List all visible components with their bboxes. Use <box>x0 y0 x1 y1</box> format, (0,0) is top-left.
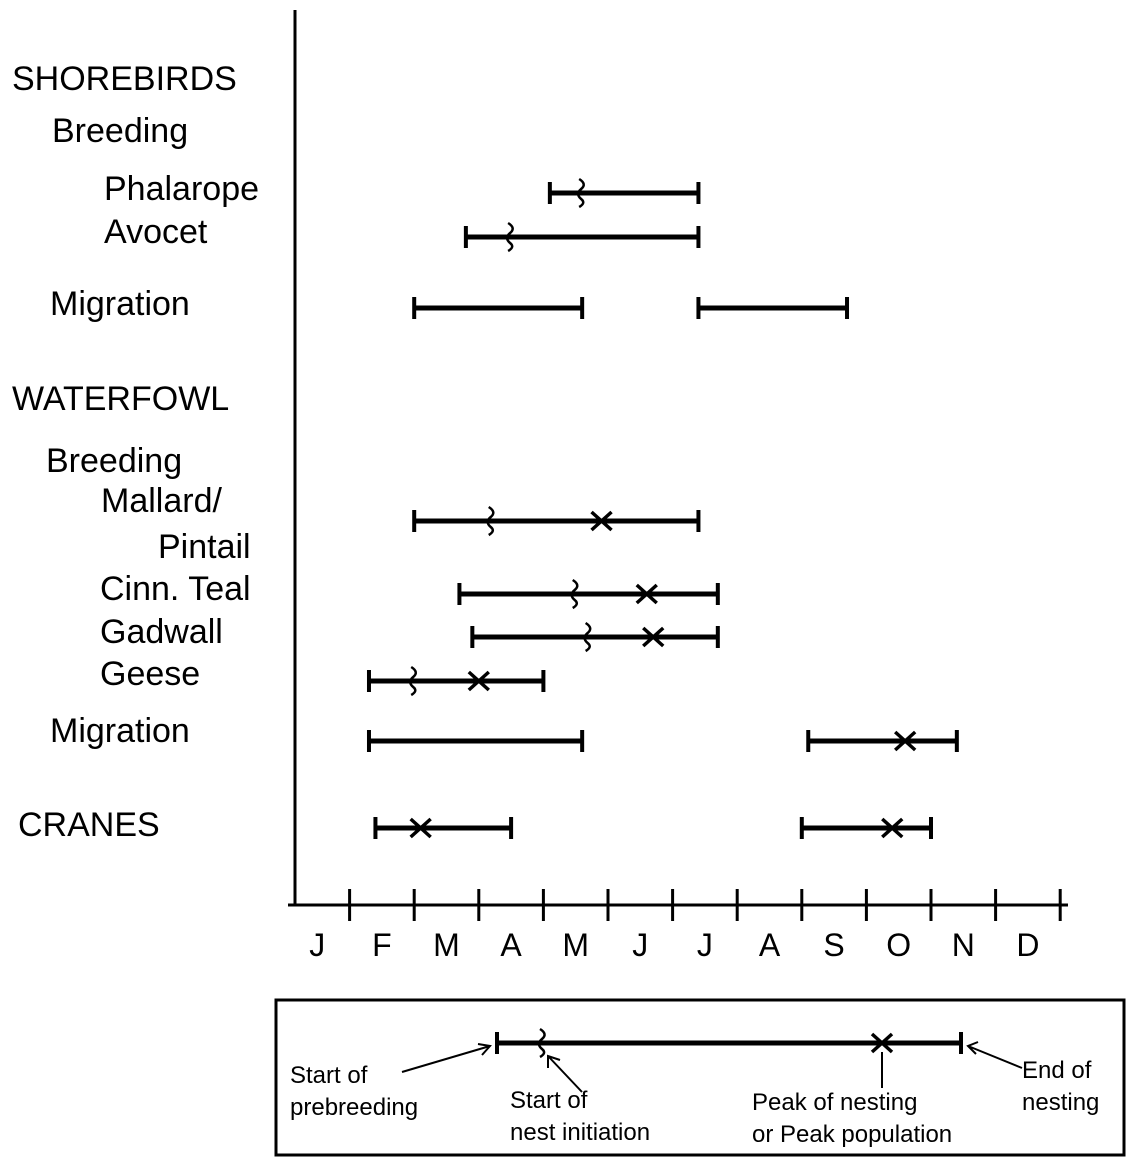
x-tick-label: A <box>759 927 781 963</box>
row-label: Breeding <box>52 112 188 150</box>
legend-label: nest initiation <box>510 1119 650 1146</box>
x-tick-label: D <box>1016 927 1039 963</box>
nest-initiation <box>576 177 585 209</box>
row-label: Avocet <box>104 213 208 251</box>
legend-label: or Peak population <box>752 1121 952 1148</box>
legend-label: Peak of nesting <box>752 1089 917 1116</box>
nest-initiation <box>486 505 495 537</box>
row-label: Cinn. Teal <box>100 570 251 608</box>
row-label: Gadwall <box>100 613 223 651</box>
peak <box>467 670 490 692</box>
x-tick-label: M <box>433 927 460 963</box>
peak <box>635 583 658 605</box>
row-label: Geese <box>100 655 200 693</box>
legend-label: End of <box>1022 1057 1092 1084</box>
row-label: Breeding <box>46 442 182 480</box>
x-tick-label: O <box>886 927 911 963</box>
peak <box>642 626 665 648</box>
x-tick-label: J <box>632 927 648 963</box>
legend-label: Start of <box>290 1062 368 1089</box>
legend-label: prebreeding <box>290 1094 418 1121</box>
row-label: CRANES <box>18 806 160 844</box>
legend-arrows <box>401 1041 1023 1093</box>
nest-initiation <box>408 665 417 697</box>
row-label: Migration <box>50 712 190 750</box>
row-label: Mallard/ <box>101 482 222 520</box>
row-label: WATERFOWL <box>12 380 229 418</box>
x-tick-label: S <box>823 927 844 963</box>
peak <box>409 817 432 839</box>
peak <box>893 730 917 752</box>
nest-initiation <box>570 578 579 610</box>
legend-initiation <box>537 1027 546 1059</box>
row-label: Phalarope <box>104 170 259 208</box>
row-label: SHOREBIRDS <box>12 60 237 98</box>
legend-box <box>274 998 1126 1157</box>
legend-peak <box>870 1032 894 1054</box>
peak <box>590 510 613 532</box>
x-tick-label: F <box>372 927 392 963</box>
legend-label: nesting <box>1022 1089 1099 1116</box>
legend-label: Start of <box>510 1087 588 1114</box>
nest-initiation <box>583 621 592 653</box>
peak <box>881 817 904 839</box>
x-tick-label: A <box>500 927 522 963</box>
x-tick-label: J <box>309 927 325 963</box>
nest-initiation <box>505 221 514 253</box>
row-label: Migration <box>50 285 190 323</box>
x-tick-label: N <box>952 927 975 963</box>
row-label: Pintail <box>158 528 251 566</box>
x-tick-label: J <box>697 927 713 963</box>
x-tick-label: M <box>562 927 589 963</box>
